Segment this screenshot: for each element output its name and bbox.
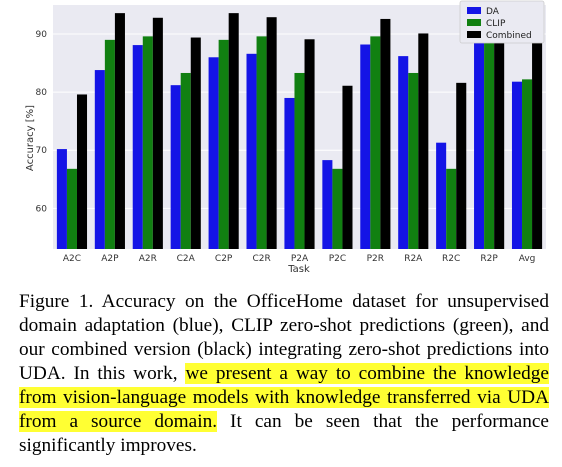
- x-tick-label: R2A: [404, 254, 423, 264]
- bar-combined-p2c: [342, 85, 353, 249]
- bar-da-avg: [511, 81, 523, 249]
- y-tick-label: 60: [36, 204, 48, 214]
- x-tick-label: R2P: [480, 254, 498, 264]
- legend-label-clip: CLIP: [486, 19, 506, 29]
- bar-combined-p2a: [304, 39, 315, 250]
- legend-swatch-combined: [467, 31, 481, 38]
- bar-combined-c2r: [266, 17, 277, 250]
- bar-clip-p2r: [370, 36, 381, 249]
- x-tick-label: C2A: [177, 254, 196, 264]
- bar-da-a2p: [94, 70, 105, 249]
- y-tick-labels: 60 70 80 90: [36, 30, 48, 214]
- bar-combined-c2p: [228, 13, 239, 250]
- bar-clip-c2r: [256, 36, 267, 249]
- y-tick-label: 80: [36, 88, 48, 98]
- bar-da-c2a: [170, 85, 181, 250]
- y-tick-label: 90: [36, 30, 48, 40]
- bar-combined-r2a: [418, 33, 429, 249]
- y-tick-label: 70: [36, 146, 48, 156]
- bars: [56, 10, 543, 250]
- bar-combined-avg: [532, 38, 543, 249]
- bar-clip-a2r: [142, 36, 153, 249]
- bar-combined-a2p: [114, 13, 125, 250]
- legend-label-da: DA: [486, 7, 500, 17]
- bar-clip-avg: [522, 79, 533, 249]
- legend-swatch-da: [467, 7, 481, 14]
- bar-clip-c2p: [218, 39, 229, 249]
- figure-caption: Figure 1. Accuracy on the OfficeHome dat…: [19, 290, 549, 458]
- bar-clip-r2p: [484, 39, 495, 249]
- bar-da-p2c: [322, 160, 333, 249]
- y-axis-label: Accuracy [%]: [25, 105, 36, 171]
- bar-combined-a2r: [152, 17, 163, 250]
- bar-da-c2p: [208, 57, 219, 250]
- legend-swatch-clip: [467, 19, 481, 26]
- bar-da-r2a: [398, 56, 409, 249]
- bar-da-r2p: [474, 22, 485, 249]
- caption-text-end: It can be seen that the performance sign…: [19, 411, 549, 456]
- x-tick-label: A2C: [63, 254, 81, 264]
- bar-clip-r2a: [408, 72, 419, 249]
- bar-chart: 60 70 80 90 A2C A2P A2R C2A C2P C2R P2A P2C P2R R2A R…: [25, 0, 546, 275]
- bar-da-a2c: [56, 149, 67, 249]
- bar-combined-r2p: [494, 10, 505, 249]
- bar-clip-c2a: [180, 72, 191, 249]
- x-tick-label: C2R: [252, 254, 270, 264]
- bar-da-p2a: [284, 97, 295, 249]
- bar-clip-a2p: [104, 39, 115, 249]
- bar-combined-c2a: [190, 37, 201, 250]
- bar-combined-r2c: [456, 82, 467, 249]
- bar-clip-p2a: [294, 72, 305, 249]
- x-tick-label: P2R: [367, 254, 384, 264]
- chart-area: 60 70 80 90 A2C A2P A2R C2A C2P C2R P2A P2C P2R R2A R…: [25, 0, 546, 275]
- x-axis-label: Task: [287, 264, 310, 275]
- bar-clip-a2c: [66, 168, 77, 249]
- x-tick-label: C2P: [215, 254, 233, 264]
- bar-da-a2r: [132, 45, 143, 250]
- legend-label-combined: Combined: [486, 31, 532, 41]
- x-tick-labels: A2C A2P A2R C2A C2P C2R P2A P2C P2R R2A R2C R2P Avg: [63, 254, 535, 264]
- caption-text: Figure 1. Accuracy on the OfficeHome dat…: [19, 291, 549, 384]
- bar-combined-p2r: [380, 18, 391, 250]
- bar-da-r2c: [436, 142, 447, 249]
- x-tick-label: P2A: [291, 254, 309, 264]
- bar-da-p2r: [360, 44, 371, 249]
- legend: DA CLIP Combined: [459, 0, 545, 44]
- bar-da-c2r: [246, 53, 257, 249]
- x-tick-label: A2P: [101, 254, 119, 264]
- bar-clip-p2c: [332, 168, 343, 249]
- bar-combined-a2c: [76, 94, 88, 249]
- x-tick-label: P2C: [329, 254, 346, 264]
- bar-clip-r2c: [446, 168, 457, 249]
- x-tick-label: A2R: [139, 254, 157, 264]
- x-tick-label: R2C: [442, 254, 460, 264]
- x-tick-label: Avg: [519, 254, 536, 264]
